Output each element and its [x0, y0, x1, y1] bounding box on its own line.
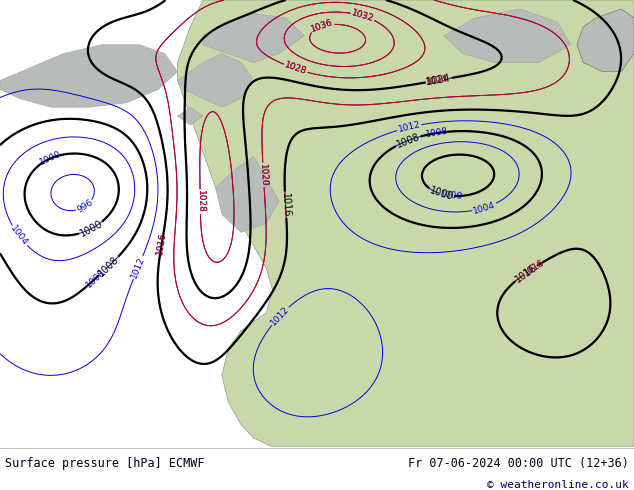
Text: 1024: 1024	[426, 73, 452, 87]
Text: 1012: 1012	[269, 304, 291, 327]
Text: 1008: 1008	[395, 131, 422, 149]
Text: 1008: 1008	[425, 127, 449, 139]
Text: 1000: 1000	[428, 185, 454, 202]
Text: 1028: 1028	[283, 61, 308, 77]
Text: 1000: 1000	[38, 149, 63, 167]
Text: 1028: 1028	[283, 61, 308, 77]
Text: 1004: 1004	[472, 200, 496, 216]
Text: 1012: 1012	[397, 120, 422, 134]
Polygon shape	[444, 9, 571, 63]
Text: 1016: 1016	[155, 232, 168, 256]
Text: 1008: 1008	[84, 267, 108, 289]
Text: © weatheronline.co.uk: © weatheronline.co.uk	[487, 480, 629, 490]
Text: 1036: 1036	[310, 18, 335, 34]
Text: 1016: 1016	[155, 232, 168, 256]
Text: 1024: 1024	[425, 74, 449, 87]
Text: 1000: 1000	[439, 190, 463, 201]
Text: 1020: 1020	[258, 163, 269, 187]
Text: Surface pressure [hPa] ECMWF: Surface pressure [hPa] ECMWF	[5, 457, 205, 470]
Text: 1008: 1008	[96, 254, 121, 278]
Text: 1020: 1020	[258, 163, 269, 187]
Text: 1012: 1012	[129, 255, 146, 280]
Text: 1028: 1028	[195, 190, 205, 213]
Text: 1028: 1028	[195, 190, 205, 213]
Text: 1016: 1016	[513, 262, 539, 284]
Polygon shape	[577, 9, 634, 72]
Text: 1016: 1016	[280, 192, 291, 217]
Polygon shape	[0, 45, 178, 107]
Text: 1000: 1000	[78, 219, 105, 239]
Text: Fr 07-06-2024 00:00 UTC (12+36): Fr 07-06-2024 00:00 UTC (12+36)	[408, 457, 629, 470]
Text: 996: 996	[75, 198, 94, 215]
Text: 1032: 1032	[351, 8, 375, 24]
Polygon shape	[178, 107, 203, 125]
Text: 1032: 1032	[351, 8, 375, 24]
Text: 1016: 1016	[522, 258, 547, 277]
Text: 1004: 1004	[9, 224, 30, 248]
Text: 1016: 1016	[522, 258, 547, 277]
Polygon shape	[178, 0, 634, 447]
Polygon shape	[203, 13, 304, 63]
Polygon shape	[178, 53, 254, 107]
Polygon shape	[216, 156, 279, 232]
Text: 1036: 1036	[310, 18, 335, 34]
Text: 1024: 1024	[425, 74, 449, 87]
